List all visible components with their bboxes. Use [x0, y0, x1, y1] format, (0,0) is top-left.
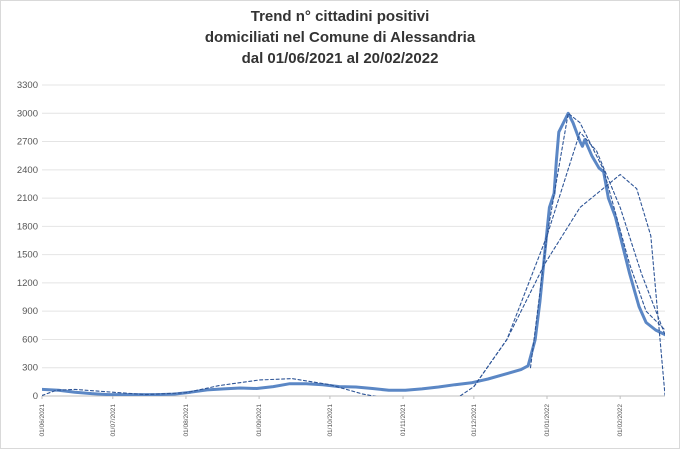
y-tick-label: 900 [22, 306, 38, 317]
y-tick-label: 1800 [17, 221, 38, 232]
chart-title: Trend n° cittadini positivi domiciliati … [0, 6, 680, 69]
chart-title-line-2: domiciliati nel Comune di Alessandria [204, 29, 476, 46]
chart-title-line-3: dal 01/06/2021 al 20/02/2022 [241, 50, 439, 67]
trend-line-1 [42, 131, 665, 396]
positive-cases-line [42, 111, 665, 396]
y-tick-label: 1500 [17, 250, 38, 261]
x-tick-label: 01/08/2021 [183, 404, 190, 437]
x-tick-label: 01/12/2021 [471, 404, 478, 437]
trend-line-3 [529, 112, 665, 369]
y-tick-label: 3000 [17, 108, 38, 119]
chart-title-line-1: Trend n° cittadini positivi [250, 8, 430, 25]
y-tick-label: 1200 [17, 278, 38, 289]
x-tick-label: 01/06/2021 [39, 404, 46, 437]
trend-line-2 [473, 173, 665, 396]
y-tick-label: 3300 [17, 80, 38, 91]
x-tick-label: 01/09/2021 [256, 404, 263, 437]
x-tick-label: 01/07/2021 [110, 404, 117, 437]
y-tick-label: 0 [33, 391, 38, 402]
x-tick-label: 01/02/2022 [617, 404, 624, 437]
y-tick-label: 300 [22, 363, 38, 374]
y-tick-label: 2100 [17, 193, 38, 204]
x-tick-label: 01/11/2021 [400, 404, 407, 436]
y-tick-label: 600 [22, 334, 38, 345]
x-tick-label: 01/01/2022 [544, 404, 551, 437]
y-tick-label: 2700 [17, 137, 38, 148]
y-tick-label: 2400 [17, 165, 38, 176]
x-tick-label: 01/10/2021 [327, 404, 334, 437]
